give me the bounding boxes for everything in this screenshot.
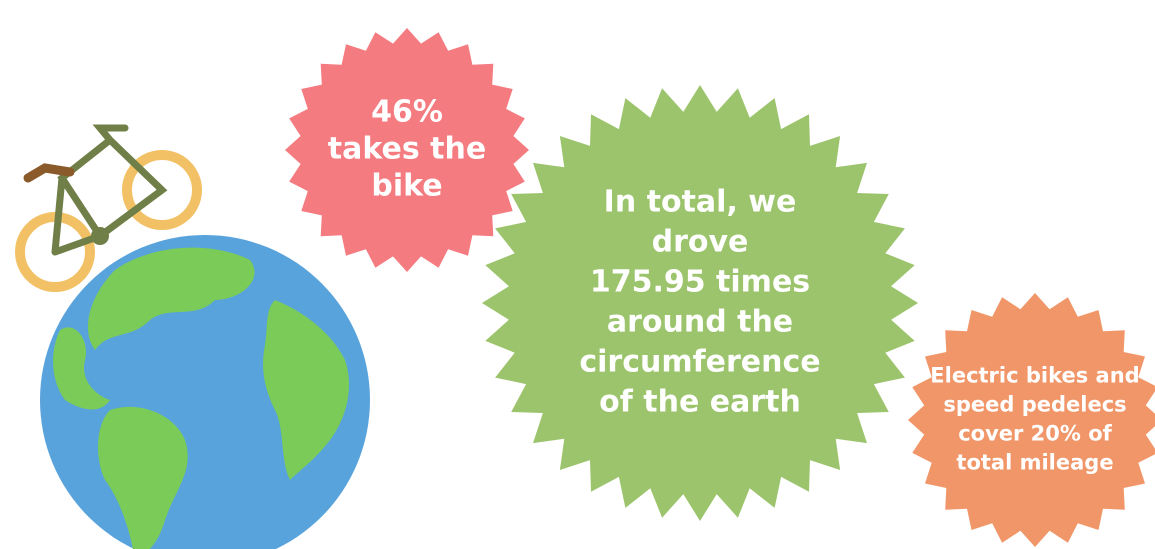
badge-text: around the xyxy=(607,305,793,340)
badge-text: In total, we xyxy=(604,185,797,220)
starburst xyxy=(482,85,918,521)
starburst xyxy=(908,293,1155,547)
badge-text: total mileage xyxy=(956,451,1113,475)
bicycle xyxy=(15,124,202,292)
starburst xyxy=(285,28,529,272)
badge-text: 46% xyxy=(371,95,443,130)
badge: In total, we drove 175.95 times around the c… xyxy=(482,85,918,521)
badge-text: of the earth xyxy=(599,385,801,420)
badge-text: speed pedelecs xyxy=(943,393,1126,417)
badge-text: circumference xyxy=(579,345,820,380)
badge-text: bike xyxy=(371,169,442,204)
badge: Electric bikes and speed pedelecs cover 20… xyxy=(908,293,1155,547)
badge-text: 175.95 times xyxy=(590,265,810,300)
badge-text: cover 20% of xyxy=(958,422,1112,446)
badge-text: takes the xyxy=(328,132,486,167)
badge-text: drove xyxy=(652,225,749,260)
badge-text: Electric bikes and xyxy=(930,364,1139,388)
globe xyxy=(40,235,370,549)
